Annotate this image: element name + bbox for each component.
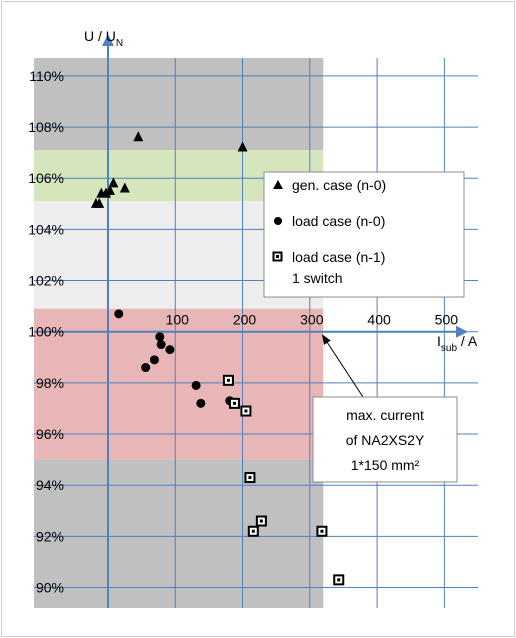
band-0 <box>34 58 324 151</box>
point-load-case <box>141 363 151 373</box>
x-axis-arrowhead <box>456 325 468 338</box>
point-load-case-n1-core <box>320 529 324 533</box>
annotation-box <box>312 396 458 483</box>
point-gen-case <box>105 185 116 196</box>
x-tick-label: 500 <box>435 312 459 328</box>
point-gen-case <box>108 177 119 188</box>
point-load-case <box>196 398 206 408</box>
point-load-case <box>149 355 159 365</box>
legend-marker-square-core <box>276 255 279 258</box>
annotation-line-3: 1*150 mm² <box>351 457 420 473</box>
legend-marker-circle <box>274 217 282 225</box>
point-gen-case <box>100 187 111 198</box>
shaded-bands <box>34 58 324 608</box>
y-tick-label: 104% <box>28 221 64 237</box>
point-load-case <box>155 332 165 342</box>
x-tick-label: 300 <box>300 312 324 328</box>
point-load-case-n1-core <box>244 409 248 413</box>
annotation-line-2: of NA2XS2Y <box>346 432 425 448</box>
y-tick-label: 110% <box>29 68 64 84</box>
point-load-case-n1-core <box>226 378 230 382</box>
y-tick-label: 100% <box>28 324 64 340</box>
y-tick-label: 96% <box>36 426 64 442</box>
point-load-case <box>191 380 201 390</box>
legend: gen. case (n-0) load case (n-0) load cas… <box>263 171 465 298</box>
point-load-case-n1-core <box>259 519 263 523</box>
legend-box <box>263 171 465 298</box>
x-tick-label: 100 <box>166 312 190 328</box>
axes <box>34 34 468 608</box>
band-4 <box>34 459 324 608</box>
y-axis-label: U / UN <box>84 28 123 49</box>
point-gen-case <box>119 182 130 193</box>
y-tick-label: 98% <box>36 375 64 391</box>
point-load-case-n1-core <box>232 401 236 405</box>
annotation-arrowhead <box>321 334 331 345</box>
y-tick-label: 90% <box>36 580 64 596</box>
y-tick-label: 94% <box>36 477 64 493</box>
legend-label-gen: gen. case (n-0) <box>292 177 386 193</box>
annotation-line-1: max. current <box>346 407 424 423</box>
x-tick-label: 200 <box>233 312 257 328</box>
x-axis-label: Isub / A <box>437 333 478 354</box>
point-load-case <box>165 345 175 355</box>
legend-marker-triangle <box>273 180 283 189</box>
y-tick-label: 102% <box>28 273 64 289</box>
point-load-case-n1-core <box>248 476 252 480</box>
point-load-case-n1-core <box>337 578 341 582</box>
point-load-case <box>114 309 124 319</box>
legend-label-load: load case (n-0) <box>292 213 385 229</box>
y-axis-arrowhead <box>102 34 114 46</box>
x-tick-label: 400 <box>367 312 391 328</box>
y-tick-label: 106% <box>28 170 64 186</box>
point-load-case-n1-core <box>251 529 255 533</box>
tick-labels: 90% 92% 94% 96% 98% 100% 102% 104% 106% 108% 110% 1… <box>28 68 458 596</box>
annotation-arrow <box>326 342 364 398</box>
point-gen-case <box>94 197 105 208</box>
y-tick-label: 92% <box>36 528 64 544</box>
annotation: max. current of NA2XS2Y 1*150 mm² <box>312 334 458 483</box>
data-points <box>90 131 345 586</box>
y-tick-label: 108% <box>28 119 64 135</box>
legend-label-switch: 1 switch <box>292 270 343 286</box>
point-gen-case <box>133 131 144 142</box>
point-load-case <box>156 340 166 350</box>
point-gen-case <box>237 141 248 152</box>
legend-label-load-n1: load case (n-1) <box>292 249 385 265</box>
